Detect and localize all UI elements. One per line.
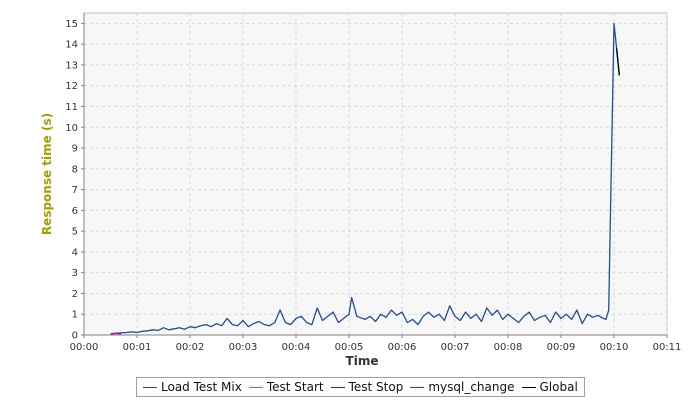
grid-lines — [83, 13, 668, 335]
y-tick-label: 8 — [72, 164, 78, 175]
x-axis-ticks: 00:00 00:01 00:02 00:03 00:04 00:05 00:06 00:07… — [70, 335, 682, 353]
x-tick-label: 00:05 — [335, 342, 364, 353]
legend-swatch — [521, 386, 536, 388]
series-line-load-test-mix — [110, 22, 620, 335]
legend-swatch — [330, 386, 345, 388]
y-tick-label: 3 — [72, 268, 78, 279]
x-axis-title: Time — [346, 354, 379, 368]
y-tick-label: 5 — [72, 227, 78, 238]
y-tick-label: 0 — [72, 331, 78, 342]
x-tick-label: 00:02 — [176, 342, 205, 353]
x-tick-label: 00:08 — [494, 342, 523, 353]
y-tick-label: 6 — [72, 206, 78, 217]
legend: Load Test Mix Test Start Test Stop mysql_ch… — [136, 377, 585, 397]
y-tick-label: 12 — [65, 81, 78, 92]
y-tick-label: 2 — [72, 289, 78, 300]
x-tick-label: 00:06 — [388, 342, 417, 353]
legend-item: Test Stop — [330, 380, 404, 394]
legend-item: Load Test Mix — [143, 380, 242, 394]
series-layer — [110, 22, 620, 335]
y-tick-label: 10 — [65, 123, 78, 134]
series-line-global — [615, 48, 620, 76]
y-axis-title: Response time (s) — [40, 113, 54, 235]
legend-swatch — [410, 386, 425, 388]
x-tick-label: 00:09 — [547, 342, 576, 353]
x-tick-label: 00:03 — [229, 342, 258, 353]
legend-label: Test Stop — [348, 380, 404, 394]
y-tick-label: 9 — [72, 144, 78, 155]
legend-label: mysql_change — [428, 380, 515, 394]
x-tick-label: 00:07 — [441, 342, 470, 353]
y-tick-label: 7 — [72, 185, 78, 196]
legend-label: Test Start — [266, 380, 324, 394]
x-tick-label: 00:01 — [123, 342, 152, 353]
y-tick-label: 4 — [72, 247, 78, 258]
y-tick-label: 15 — [65, 19, 78, 30]
legend-item: Test Start — [248, 380, 324, 394]
y-tick-label: 1 — [72, 310, 78, 321]
legend-label: Global — [539, 380, 578, 394]
series-line-mysql-change — [110, 332, 122, 335]
x-tick-label: 00:10 — [600, 342, 629, 353]
plot-area — [83, 12, 668, 336]
legend-item: Global — [521, 380, 578, 394]
x-tick-label: 00:00 — [70, 342, 99, 353]
y-tick-label: 11 — [65, 102, 78, 113]
legend-item: mysql_change — [410, 380, 515, 394]
y-tick-label: 13 — [65, 60, 78, 71]
legend-swatch — [248, 386, 263, 388]
x-tick-label: 00:11 — [653, 342, 682, 353]
x-tick-label: 00:04 — [282, 342, 311, 353]
y-tick-label: 14 — [65, 40, 78, 51]
legend-label: Load Test Mix — [161, 380, 242, 394]
legend-swatch — [143, 386, 157, 388]
